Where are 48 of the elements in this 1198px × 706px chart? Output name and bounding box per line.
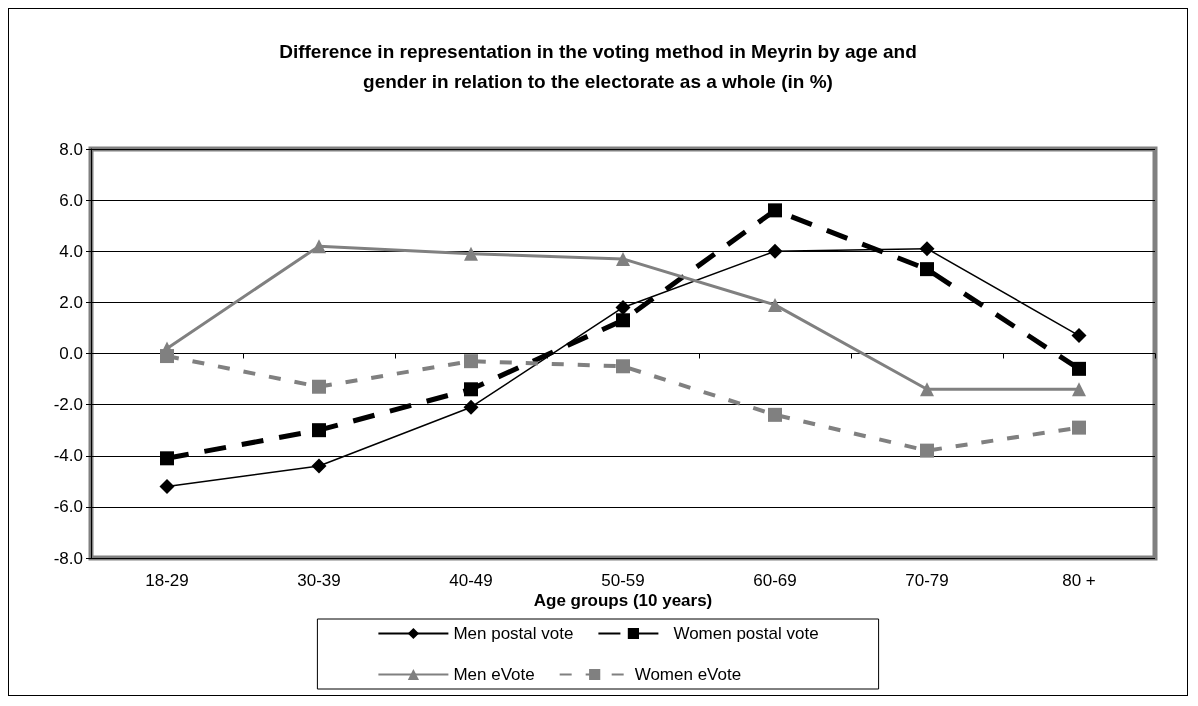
point: [312, 239, 326, 254]
point: [768, 203, 782, 218]
x-tick-label: 40-49: [449, 571, 493, 590]
point: [464, 246, 478, 261]
point: [920, 443, 934, 458]
point: [311, 458, 327, 474]
y-tick-label: -6.0: [53, 497, 83, 517]
point: [1071, 328, 1087, 344]
chart-title: Difference in representation in the voting method in Meyrin by age and gender in relation to the electorate as a whole (in %): [279, 40, 917, 92]
point: [615, 299, 631, 315]
legend-label: Women postal vote: [673, 624, 819, 643]
point: [464, 354, 478, 369]
point: [616, 359, 630, 374]
point: [616, 251, 630, 266]
x-tick-label: 18-29: [145, 571, 189, 590]
y-tick-label: -8.0: [53, 548, 83, 568]
point: [160, 451, 174, 466]
point: [1072, 361, 1086, 376]
point: [312, 379, 326, 394]
legend-label: Men postal vote: [453, 624, 574, 643]
x-tick-label: 80 +: [1062, 571, 1096, 590]
y-tick-label: 4.0: [59, 241, 83, 261]
point: [767, 243, 783, 259]
point: [1072, 382, 1086, 397]
point: [159, 478, 175, 494]
legend-label: Men eVote: [453, 665, 535, 684]
y-tick-label: 0.0: [59, 344, 83, 363]
point: [312, 423, 326, 438]
x-tick-label: 70-79: [905, 571, 949, 590]
x-tick-label: 60-69: [753, 571, 797, 590]
y-tick-label: 6.0: [59, 190, 83, 210]
y-tick-label: -4.0: [53, 446, 83, 466]
x-tick-label: 50-59: [601, 571, 645, 590]
point: [616, 313, 630, 328]
x-axis-title: Age groups (10 years): [533, 591, 713, 610]
point: [768, 297, 782, 312]
point: [920, 382, 934, 397]
legend-label: Women eVote: [634, 665, 742, 684]
point: [464, 382, 478, 397]
point: [1072, 420, 1086, 435]
point: [768, 407, 782, 422]
point: [919, 241, 935, 257]
y-tick-label: -2.0: [53, 395, 83, 415]
y-tick-label: 2.0: [59, 292, 83, 312]
point: [463, 399, 479, 415]
y-tick-label: 8.0: [59, 139, 83, 159]
point: [920, 262, 934, 277]
x-tick-label: 30-39: [297, 571, 341, 590]
